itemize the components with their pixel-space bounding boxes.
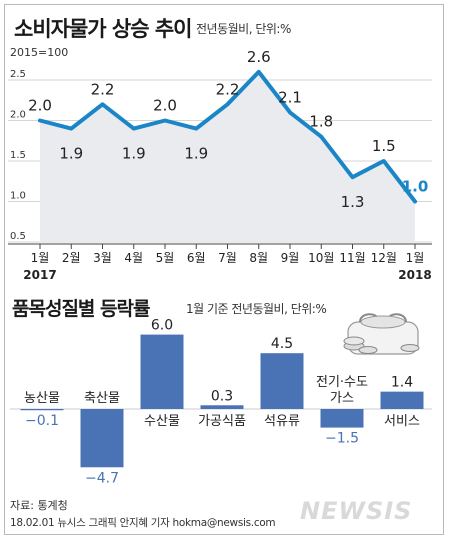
section2-subtitle: 1월 기준 전년동월비, 단위:% — [186, 302, 327, 316]
x-tick-label: 10월 — [308, 251, 334, 265]
bar-category-label: 서비스 — [384, 414, 420, 429]
bar-category-label: 가스 — [330, 391, 354, 406]
line-chart-area — [40, 71, 415, 243]
x-tick-label: 1월 — [31, 251, 50, 265]
line-value-label: 1.3 — [341, 193, 365, 211]
bar-value-label: 0.3 — [211, 388, 233, 404]
y-tick-label: 1.0 — [10, 191, 26, 202]
line-area-fill — [40, 71, 415, 243]
bar-category-label: 농산물 — [24, 391, 60, 406]
line-value-label: 1.5 — [372, 137, 396, 155]
bar — [20, 409, 64, 411]
line-value-label: 1.8 — [309, 113, 333, 131]
line-value-label: 2.2 — [91, 80, 115, 98]
year-label: 2018 — [398, 268, 431, 282]
line-value-label: 1.9 — [122, 145, 146, 163]
bar-value-label: 4.5 — [271, 336, 293, 352]
x-tick-label: 3월 — [93, 251, 112, 265]
infographic-frame — [4, 4, 444, 535]
x-tick-label: 12월 — [371, 251, 397, 265]
y-tick-label: 0.5 — [10, 231, 26, 242]
line-value-label: 2.0 — [28, 97, 52, 115]
newsis-watermark: NEWSIS — [300, 497, 413, 525]
bar — [80, 409, 124, 468]
bar-value-label: −1.5 — [325, 431, 359, 447]
line-value-label: 2.0 — [153, 97, 177, 115]
x-tick-label: 4월 — [124, 251, 143, 265]
line-series-path — [38, 69, 417, 204]
line-chart-y-ticks: 0.5 1.0 1.5 2.0 2.5 — [10, 69, 26, 242]
x-tick-label: 7월 — [218, 251, 237, 265]
bar-value-label: 1.4 — [391, 375, 413, 391]
line-value-label: 1.9 — [184, 145, 208, 163]
bar — [200, 405, 244, 409]
page-title: 소비자물가 상승 추이 — [14, 17, 193, 41]
wallet-icon — [343, 313, 420, 355]
line-value-label: 1.9 — [59, 145, 83, 163]
bar — [320, 409, 364, 428]
page-subtitle: 전년동월비, 단위:% — [196, 22, 291, 36]
line-value-label: 2.2 — [216, 80, 240, 98]
line-value-label: 2.1 — [278, 88, 302, 106]
bar — [260, 353, 304, 409]
line-value-label: 1.0 — [402, 178, 429, 196]
line-value-label: 2.6 — [247, 48, 271, 66]
y-tick-label: 1.5 — [10, 150, 26, 161]
y-tick-label: 2.0 — [10, 110, 26, 121]
bar-category-label: 전기·수도 — [316, 375, 368, 390]
bar — [140, 334, 184, 409]
line-chart-value-labels: 2.0 1.9 2.2 1.9 2.0 1.9 2.2 2.6 2.1 1.8 1.3 1.5 1.0 — [28, 48, 428, 211]
x-tick-label: 9월 — [281, 251, 300, 265]
bar-value-label: −0.1 — [25, 413, 59, 429]
bar-chart: −0.1 농산물 −4.7 축산물 6.0 수산물 0.3 가공식품 4.5 석유류 −1.5 전기·… — [10, 318, 432, 486]
section2-title: 품목성질별 등락률 — [12, 298, 150, 320]
bar-category-label: 석유류 — [264, 414, 300, 429]
x-tick-label: 6월 — [187, 251, 206, 265]
base-year-note: 2015=100 — [10, 46, 69, 59]
line-chart-x-ticks: 1월 2월 3월 4월 5월 6월 7월 8월 9월 10월 11월 12월 1월 2017 2018 — [8, 243, 432, 282]
year-label: 2017 — [23, 268, 56, 282]
x-tick-label: 8월 — [249, 251, 268, 265]
bar-category-label: 수산물 — [144, 414, 180, 429]
bar-category-label: 축산물 — [84, 391, 120, 406]
bar — [380, 391, 424, 409]
bar-category-label: 가공식품 — [198, 414, 246, 429]
bar-value-label: −4.7 — [85, 470, 119, 486]
x-tick-label: 11월 — [339, 251, 365, 265]
y-tick-label: 2.5 — [10, 69, 26, 80]
line-chart-series — [38, 69, 417, 204]
credit-line: 18.02.01 뉴시스 그래픽 안지혜 기자 hokma@newsis.com — [10, 517, 276, 529]
source-note: 자료: 통계청 — [10, 499, 68, 512]
x-tick-label: 1월 — [406, 251, 425, 265]
x-tick-label: 2월 — [62, 251, 81, 265]
x-tick-label: 5월 — [156, 251, 175, 265]
bar-value-label: 6.0 — [151, 318, 173, 334]
